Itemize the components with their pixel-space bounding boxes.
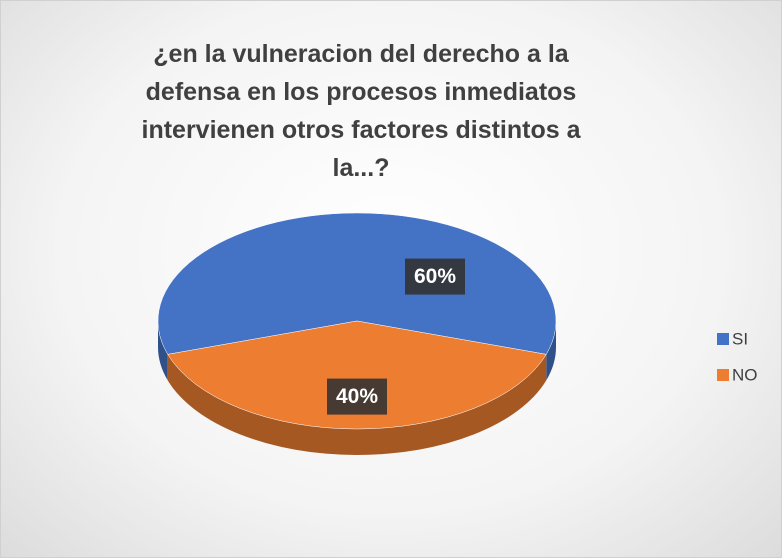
data-label: 40%	[336, 385, 378, 408]
legend-label: SI	[732, 329, 748, 348]
legend-swatch	[717, 333, 729, 345]
slice-side	[167, 354, 547, 456]
legend-swatch	[717, 369, 729, 381]
data-label-box	[327, 378, 387, 415]
data-label-box	[405, 258, 465, 295]
chart-title: ¿en la vulneracion del derecho a la defe…	[141, 40, 581, 182]
slice	[167, 320, 547, 430]
slice-side	[546, 321, 556, 381]
slice-side	[158, 321, 168, 381]
slice	[157, 212, 557, 355]
data-label: 60%	[414, 265, 456, 288]
legend-label: NO	[732, 365, 758, 384]
